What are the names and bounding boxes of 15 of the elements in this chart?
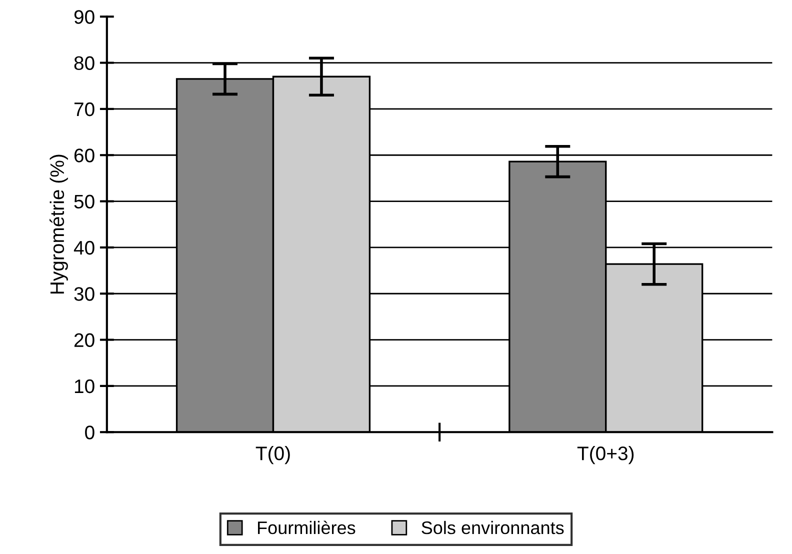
y-tick-label: 20	[74, 333, 94, 348]
y-tick-label: 0	[85, 426, 94, 440]
x-tick-label: T(0+3)	[577, 446, 634, 464]
y-tick-label: 80	[74, 56, 94, 70]
legend-label: Sols environnants	[422, 520, 564, 534]
y-tick-label: 60	[74, 148, 94, 162]
y-axis-title: Hygrométrie (%)	[50, 154, 68, 294]
y-tick-label: 90	[74, 10, 94, 24]
y-tick-label: 40	[74, 240, 94, 255]
legend-label: Fourmilières	[258, 520, 356, 534]
y-tick-label: 10	[74, 379, 94, 394]
y-tick-label: 70	[74, 102, 94, 116]
x-tick-label: T(0)	[256, 446, 290, 464]
y-tick-label: 30	[74, 287, 94, 301]
y-tick-label: 50	[74, 194, 94, 209]
